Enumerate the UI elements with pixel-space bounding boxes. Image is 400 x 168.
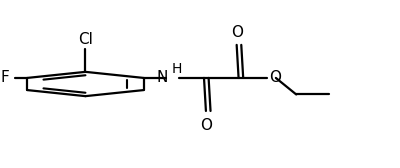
Text: N: N (157, 70, 168, 86)
Text: Cl: Cl (78, 32, 93, 47)
Text: F: F (0, 70, 9, 86)
Text: O: O (231, 25, 243, 40)
Text: H: H (171, 62, 182, 76)
Text: O: O (200, 118, 212, 133)
Text: O: O (269, 70, 281, 86)
